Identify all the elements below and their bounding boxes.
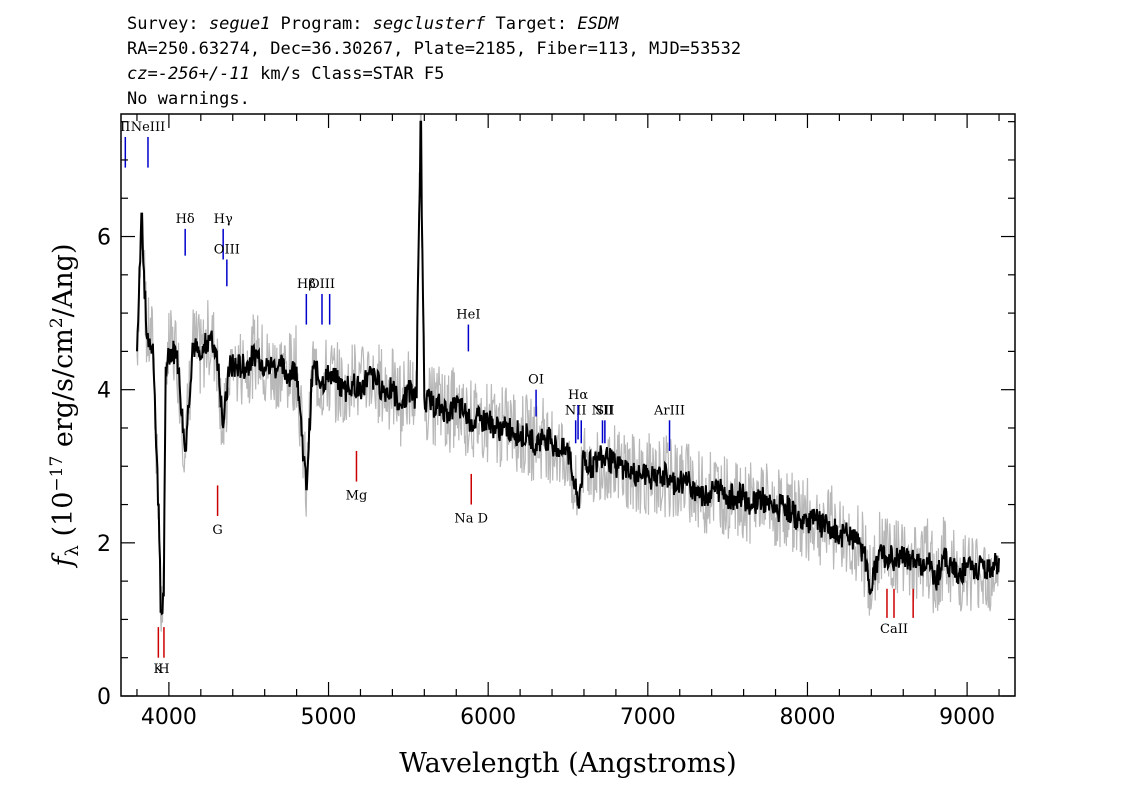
emission-line-label: ArIII: [653, 403, 685, 418]
x-tick-label: 5000: [301, 705, 357, 730]
y-tick-label: 2: [97, 532, 111, 557]
emission-line-label: OI: [528, 373, 544, 388]
emission-line-label: NII: [592, 403, 614, 418]
header-line-1: Survey: segue1 Program: segclusterf Targ…: [127, 14, 619, 34]
emission-line-label: Hα: [568, 388, 588, 403]
emission-line-label: SII: [595, 403, 614, 418]
emission-line-label: OIII: [309, 277, 335, 292]
header-line-2: RA=250.63274, Dec=36.30267, Plate=2185, …: [127, 39, 742, 59]
header-line-3: cz=-256+/-11 km/s Class=STAR F5: [127, 64, 445, 84]
x-tick-label: 4000: [141, 705, 197, 730]
emission-line-label: Hδ: [176, 212, 195, 227]
spectrum-series-line: [136, 120, 1000, 616]
survey-name: segue1: [208, 14, 271, 34]
emission-line-label: Hγ: [214, 212, 233, 227]
noise-series-line: [136, 113, 1000, 632]
x-axis-title: Wavelength (Angstroms): [399, 748, 736, 779]
emission-line-label: II: [120, 120, 130, 135]
axes: 4000 5000 6000 7000 8000 9000 0 2 4 6: [97, 113, 1016, 730]
emission-line-label: Hβ: [297, 277, 316, 292]
y-tick-label: 0: [97, 685, 111, 710]
y-tick-label: 4: [97, 379, 111, 404]
absorption-line-label: Mg: [346, 489, 368, 504]
noise-layer: [136, 113, 1000, 632]
absorption-line-label: Na D: [454, 512, 488, 527]
absorption-group-label: K: [153, 662, 163, 677]
cz-value: -256+/-11: [157, 64, 250, 84]
x-tick-label: 6000: [460, 705, 516, 730]
emission-line-label: HeI: [456, 308, 480, 323]
y-axis-title: fλ (10−17 erg/s/cm2/Ang): [47, 244, 83, 569]
data-layer: [136, 120, 1000, 616]
program-name: segclusterf: [372, 14, 486, 34]
x-tick-label: 8000: [779, 705, 835, 730]
absorption-group-label: H: [158, 662, 169, 677]
header-line-4: No warnings.: [127, 89, 250, 109]
plot-frame: [120, 113, 1016, 697]
absorption-group-label: CaII: [880, 622, 908, 637]
emission-line-label: NII: [565, 403, 587, 418]
class-text: Class=STAR F5: [301, 64, 445, 84]
absorption-line-label: G: [212, 523, 222, 538]
target-name: ESDM: [577, 14, 619, 34]
x-tick-label: 9000: [939, 705, 995, 730]
emission-line-label: NeIII: [131, 120, 165, 135]
x-tick-label: 7000: [620, 705, 676, 730]
y-tick-label: 6: [97, 226, 111, 251]
emission-line-label: OIII: [214, 243, 240, 258]
